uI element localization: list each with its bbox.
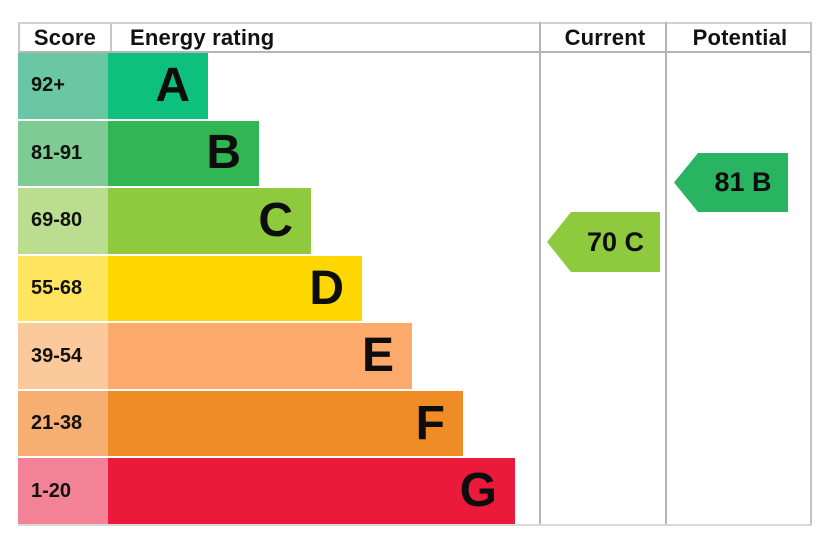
potential-rating-arrow: 81 B [674, 153, 788, 212]
chart-bottom-border [18, 524, 812, 526]
chart-right-border [810, 22, 812, 526]
band-bar-f: F [108, 390, 463, 457]
score-cell-a: 92+ [18, 53, 108, 119]
band-bar-e: E [108, 323, 412, 389]
band-row-g: 1-20 G [18, 458, 539, 525]
band-row-d: 55-68 D [18, 255, 539, 324]
band-row-f: 21-38 F [18, 390, 539, 459]
band-row-e: 39-54 E [18, 323, 539, 391]
potential-rating-label: 81 B [714, 167, 772, 197]
score-cell-g: 1-20 [18, 458, 108, 525]
score-cell-f: 21-38 [18, 390, 108, 457]
band-bar-c: C [108, 188, 311, 254]
current-rating-label: 70 C [586, 226, 645, 257]
band-row-b: 81-91 B [18, 120, 539, 189]
header-energy-rating: Energy rating [110, 24, 542, 51]
divider-current-column [539, 22, 541, 526]
score-cell-b: 81-91 [18, 120, 108, 187]
score-cell-c: 69-80 [18, 188, 108, 254]
score-cell-e: 39-54 [18, 323, 108, 389]
header-score: Score [33, 24, 97, 50]
band-bar-g: G [108, 458, 515, 525]
divider-potential-column [665, 22, 667, 526]
band-row-a: 92+ A [18, 53, 539, 121]
band-bar-d: D [108, 255, 362, 322]
header-potential: Potential [692, 24, 788, 50]
bands-body: 92+ A 81-91 B 69-80 C 55-68 D 39-54 E 21-38 F 1-20 G [18, 53, 539, 525]
band-bar-b: B [108, 120, 259, 187]
band-row-c: 69-80 C [18, 188, 539, 256]
band-bar-a: A [108, 53, 208, 119]
chart-header-row: Score Energy rating Current Potential [18, 22, 812, 53]
current-rating-arrow: 70 C [547, 212, 660, 272]
header-current: Current [564, 24, 646, 50]
score-cell-d: 55-68 [18, 255, 108, 322]
